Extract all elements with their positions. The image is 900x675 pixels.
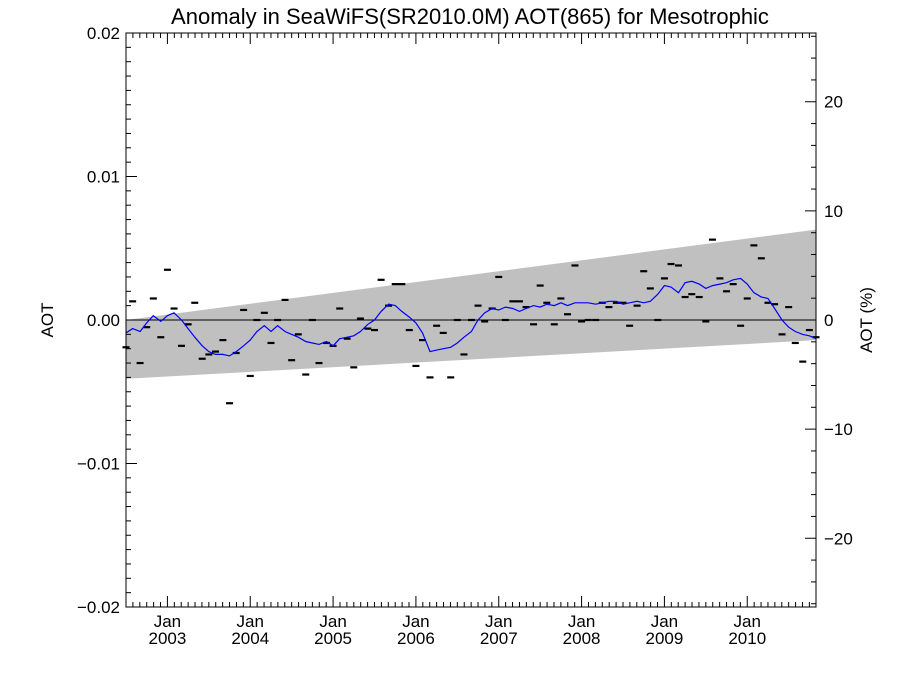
- y-tick-label: 0.01: [87, 168, 120, 187]
- y-tick-label: 0.02: [87, 24, 120, 43]
- chart-title: Anomaly in SeaWiFS(SR2010.0M) AOT(865) f…: [171, 4, 769, 29]
- axes-layer: 0.020.010.00−0.01−0.0220100−10−20Jan2003…: [77, 24, 853, 648]
- x-tick-month-label: Jan: [485, 612, 512, 631]
- uncertainty-band-layer: [126, 229, 816, 379]
- x-tick-year-label: 2010: [728, 629, 766, 648]
- running-mean-line: [125, 277, 817, 357]
- y-axis-label: AOT: [38, 303, 57, 338]
- y2-tick-label: −10: [824, 420, 853, 439]
- x-tick-month-label: Jan: [402, 612, 429, 631]
- running-mean-layer: [125, 277, 817, 357]
- y2-tick-label: 20: [824, 93, 843, 112]
- y-tick-label: −0.01: [77, 455, 120, 474]
- x-tick-year-label: 2007: [480, 629, 518, 648]
- y2-tick-label: −20: [824, 529, 853, 548]
- x-tick-year-label: 2006: [397, 629, 435, 648]
- x-tick-month-label: Jan: [734, 612, 761, 631]
- y2-tick-label: 10: [824, 202, 843, 221]
- x-tick-year-label: 2003: [149, 629, 187, 648]
- uncertainty-band: [126, 229, 816, 379]
- x-tick-month-label: Jan: [319, 612, 346, 631]
- x-tick-month-label: Jan: [237, 612, 264, 631]
- x-tick-month-label: Jan: [154, 612, 181, 631]
- x-tick-year-label: 2005: [314, 629, 352, 648]
- x-tick-year-label: 2009: [646, 629, 684, 648]
- y-tick-label: 0.00: [87, 311, 120, 330]
- x-tick-month-label: Jan: [651, 612, 678, 631]
- y2-axis-label: AOT (%): [857, 287, 876, 353]
- y-tick-label: −0.02: [77, 598, 120, 617]
- x-tick-month-label: Jan: [568, 612, 595, 631]
- x-tick-year-label: 2008: [563, 629, 601, 648]
- x-tick-year-label: 2004: [231, 629, 269, 648]
- y2-tick-label: 0: [824, 311, 833, 330]
